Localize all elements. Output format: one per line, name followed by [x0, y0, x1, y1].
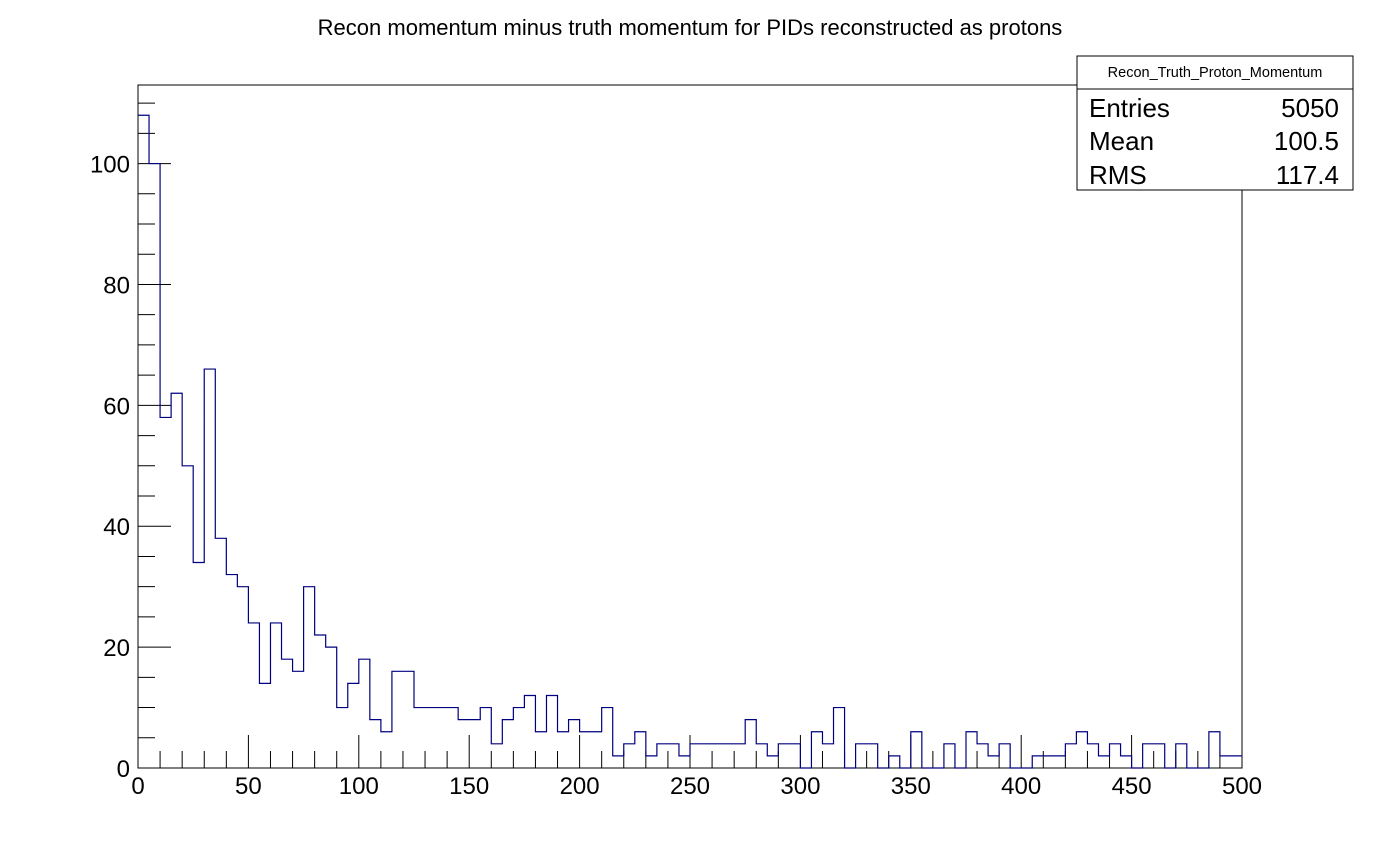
x-tick-label: 450 [1112, 773, 1152, 800]
x-tick-label: 350 [891, 773, 931, 800]
stats-box-frame [1076, 55, 1354, 191]
y-tick-labels: 0 20 40 60 80 100 [90, 152, 130, 783]
x-tick-label: 100 [339, 773, 379, 800]
x-tick-label: 400 [1001, 773, 1041, 800]
stats-entries-label: Entries [1089, 93, 1170, 123]
x-tick-label: 200 [560, 773, 600, 800]
chart-title: Recon momentum minus truth momentum for … [318, 15, 1063, 40]
x-tick-label: 300 [780, 773, 820, 800]
stats-box-title: Recon_Truth_Proton_Momentum [1108, 65, 1323, 81]
x-tick-label: 0 [131, 773, 144, 800]
stats-entries-value: 5050 [1281, 93, 1339, 123]
y-tick-label: 0 [117, 756, 130, 783]
y-tick-label: 80 [103, 272, 130, 299]
stats-mean-value: 100.5 [1274, 126, 1339, 156]
stats-box: Recon_Truth_Proton_Momentum Entries 5050… [1076, 55, 1354, 191]
y-tick-label: 100 [90, 152, 130, 179]
x-tick-label: 500 [1222, 773, 1262, 800]
y-tick-label: 60 [103, 393, 130, 420]
stats-mean-label: Mean [1089, 126, 1154, 156]
stats-rms-label: RMS [1089, 160, 1147, 190]
x-tick-label: 250 [670, 773, 710, 800]
x-tick-label: 150 [449, 773, 489, 800]
y-tick-label: 40 [103, 514, 130, 541]
stats-rms-value: 117.4 [1276, 160, 1339, 190]
y-tick-label: 20 [103, 635, 130, 662]
histogram-series [138, 114, 1242, 769]
x-tick-label: 50 [235, 773, 262, 800]
x-tick-labels: 0 50 100 150 200 250 300 350 400 450 500 [131, 773, 1262, 800]
